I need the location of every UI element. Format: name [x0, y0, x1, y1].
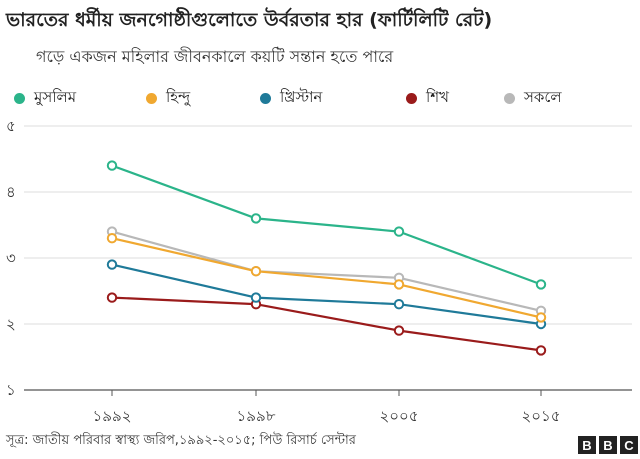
legend-label-christian: খ্রিস্টান	[280, 88, 323, 106]
data-point-christian-2	[393, 299, 405, 310]
series-line-muslim	[111, 164, 542, 286]
y-tick-label-1: ১	[6, 381, 16, 399]
legend-swatch-muslim	[14, 93, 25, 104]
series-line-christian	[111, 263, 542, 326]
data-point-sikh-0	[106, 292, 118, 303]
series-line-all	[111, 230, 542, 312]
data-point-muslim-3	[535, 279, 547, 290]
logo-letter-2: B	[599, 436, 617, 454]
legend-label-all: সকলে	[524, 88, 562, 106]
x-tick-label-2: ২০০৫	[380, 407, 419, 425]
logo-letter-1: B	[578, 436, 596, 454]
legend-item-hindu: হিন্দু	[146, 86, 190, 111]
data-point-christian-1	[250, 292, 262, 303]
legend-item-muslim: মুসলিম	[14, 86, 76, 111]
data-point-muslim-0	[106, 160, 118, 171]
series-line-hindu	[111, 237, 542, 319]
legend-item-christian: খ্রিস্টান	[260, 86, 322, 111]
bbc-logo: B B C	[578, 436, 638, 454]
legend-swatch-sikh	[406, 93, 417, 104]
source-note: সূত্র: জাতীয় পরিবার স্বাস্থ্য জরিপ,১৯৯২…	[6, 433, 356, 448]
legend-swatch-hindu	[146, 93, 157, 104]
x-tick-label-3: ২০১৫	[522, 407, 561, 425]
series-line-sikh	[111, 296, 542, 352]
legend: মুসলিম হিন্দু খ্রিস্টান শিখ সকলে	[14, 86, 634, 110]
legend-item-all: সকলে	[504, 86, 562, 111]
data-point-hindu-1	[250, 266, 262, 277]
legend-swatch-all	[504, 93, 515, 104]
y-tick-label-5: ৫	[6, 117, 16, 135]
legend-item-sikh: শিখ	[406, 86, 449, 111]
legend-label-hindu: হিন্দু	[166, 88, 191, 106]
data-point-christian-0	[106, 259, 118, 270]
legend-swatch-christian	[260, 93, 271, 104]
data-point-hindu-3	[535, 312, 547, 323]
y-tick-label-2: ২	[6, 315, 16, 333]
data-point-hindu-2	[393, 279, 405, 290]
x-tick-label-1: ১৯৯৮	[237, 407, 276, 425]
y-tick-label-3: ৩	[6, 249, 16, 267]
legend-label-muslim: মুসলিম	[34, 88, 77, 106]
chart-subtitle: গড়ে একজন মহিলার জীবনকালে কয়টি সন্তান হ…	[36, 47, 394, 66]
logo-letter-3: C	[620, 436, 638, 454]
x-tick-label-0: ১৯৯২	[93, 407, 132, 425]
data-point-muslim-1	[250, 213, 262, 224]
data-point-sikh-3	[535, 345, 547, 356]
data-point-sikh-2	[393, 325, 405, 336]
chart-title: ভারতের ধর্মীয় জনগোষ্ঠীগুলোতে উর্বরতার হ…	[6, 9, 493, 31]
data-point-hindu-0	[106, 233, 118, 244]
y-tick-label-4: ৪	[6, 183, 16, 201]
legend-label-sikh: শিখ	[426, 88, 450, 106]
data-point-muslim-2	[393, 226, 405, 237]
